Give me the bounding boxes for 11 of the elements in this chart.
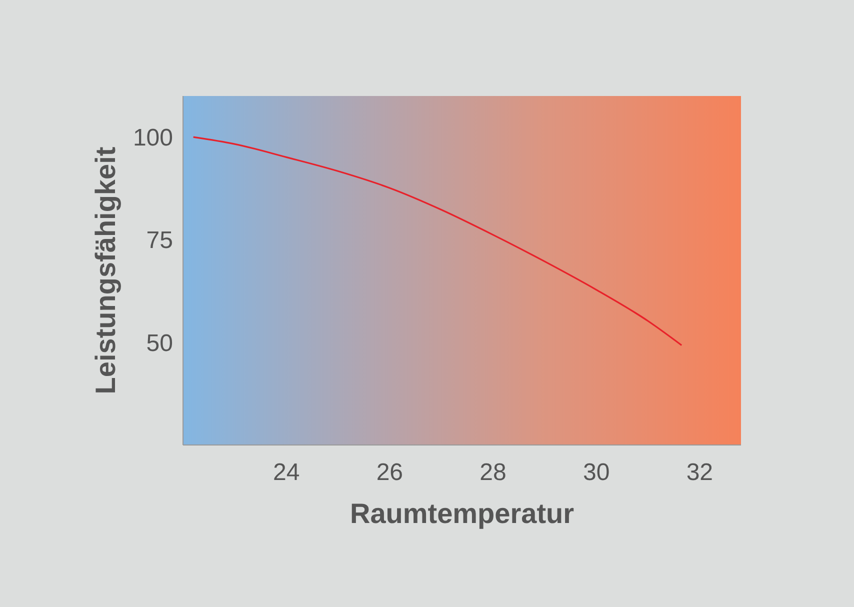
y-tick-label: 50 <box>146 330 173 357</box>
x-axis-title: Raumtemperatur <box>350 498 574 529</box>
x-tick-label: 24 <box>272 459 300 486</box>
x-tick-label: 32 <box>686 459 714 486</box>
x-tick-label: 30 <box>582 459 610 486</box>
y-tick-label: 75 <box>146 227 173 254</box>
x-tick-label: 26 <box>376 459 404 486</box>
x-tick-label: 28 <box>480 459 506 486</box>
y-tick-label: 100 <box>132 124 173 152</box>
line-series <box>192 136 682 346</box>
y-axis-title: Leistungsfähigkeit <box>90 146 121 394</box>
